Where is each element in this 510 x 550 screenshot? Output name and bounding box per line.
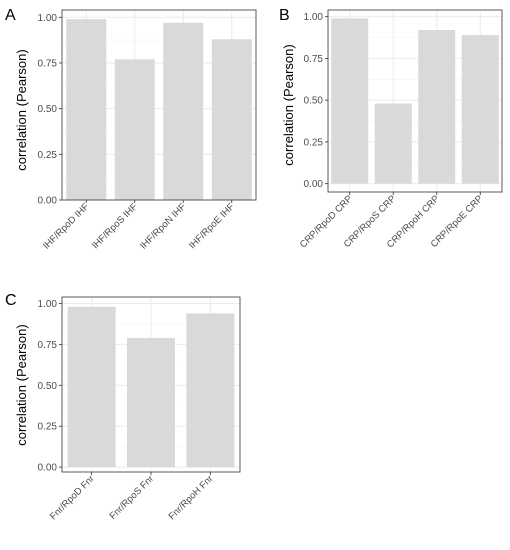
plot-area-c: 0.00 0.25 0.50 0.75 1.00 Fnr/RpoD Fnr Fnr/RpoS… bbox=[38, 296, 241, 522]
y-tick-label-c: 1.00 bbox=[38, 299, 58, 310]
y-axis-label-b: correlation (Pearson) bbox=[281, 44, 296, 165]
bar-a-3 bbox=[163, 22, 204, 200]
chart-panel-a: A correlation (Pearson) 0.00 0.25 0.50 0.75… bbox=[5, 7, 257, 252]
y-tick-label-a: 0.50 bbox=[38, 104, 58, 115]
y-tick-label-c: 0.25 bbox=[38, 422, 58, 433]
plot-area-a: 0.00 0.25 0.50 0.75 1.00 IHF/RpoD IHFIHF/RpoS… bbox=[38, 9, 257, 252]
y-tick-label-b: 0.75 bbox=[304, 54, 324, 65]
x-tick-label-a: IHF/RpoD IHF bbox=[41, 201, 91, 251]
panel-label-b: B bbox=[279, 7, 290, 24]
x-tick-label-c: Fnr/RpoD Fnr bbox=[48, 473, 97, 522]
bar-a-4 bbox=[211, 39, 252, 200]
bar-b-2 bbox=[374, 103, 412, 184]
bar-b-4 bbox=[461, 35, 499, 184]
x-tick-label-c: Fnr/RpoS Fnr bbox=[108, 473, 156, 521]
y-tick-label-b: 0.00 bbox=[304, 179, 324, 190]
y-tick-label-a: 0.00 bbox=[38, 196, 58, 207]
bar-c-1 bbox=[67, 306, 116, 468]
bar-c-3 bbox=[186, 313, 235, 468]
chart-panel-b: B correlation (Pearson) 0.00 0.25 0.50 0.75… bbox=[279, 7, 503, 250]
y-axis-label-a: correlation (Pearson) bbox=[14, 49, 29, 170]
y-tick-label-a: 1.00 bbox=[38, 13, 58, 24]
chart-panel-c: C correlation (Pearson) 0.00 0.25 0.50 0.75… bbox=[5, 292, 241, 522]
y-tick-label-a: 0.25 bbox=[38, 150, 58, 161]
panel-border-a bbox=[61, 9, 257, 201]
x-tick-label-c: Fnr/RpoH Fnr bbox=[167, 473, 216, 522]
x-tick-label-a: IHF/RpoN IHF bbox=[138, 201, 188, 251]
panel-label-a: A bbox=[5, 7, 16, 24]
y-tick-label-b: 1.00 bbox=[304, 12, 324, 23]
y-tick-label-c: 0.75 bbox=[38, 340, 58, 351]
bar-a-1 bbox=[66, 19, 107, 201]
y-tick-label-b: 0.50 bbox=[304, 96, 324, 107]
x-tick-label-a: IHF/RpoS IHF bbox=[90, 201, 140, 251]
bar-b-3 bbox=[418, 30, 456, 184]
y-tick-label-c: 0.00 bbox=[38, 463, 58, 474]
bar-a-2 bbox=[114, 59, 155, 201]
y-axis-label-c: correlation (Pearson) bbox=[14, 324, 29, 445]
panel-label-c: C bbox=[5, 292, 17, 309]
bar-b-1 bbox=[331, 18, 369, 184]
y-tick-label-a: 0.75 bbox=[38, 58, 58, 69]
x-tick-label-a: IHF/RpoE IHF bbox=[187, 201, 237, 251]
panel-border-b bbox=[327, 9, 503, 193]
bar-c-2 bbox=[127, 337, 175, 468]
y-tick-label-b: 0.25 bbox=[304, 137, 324, 148]
y-tick-label-c: 0.50 bbox=[38, 381, 58, 392]
